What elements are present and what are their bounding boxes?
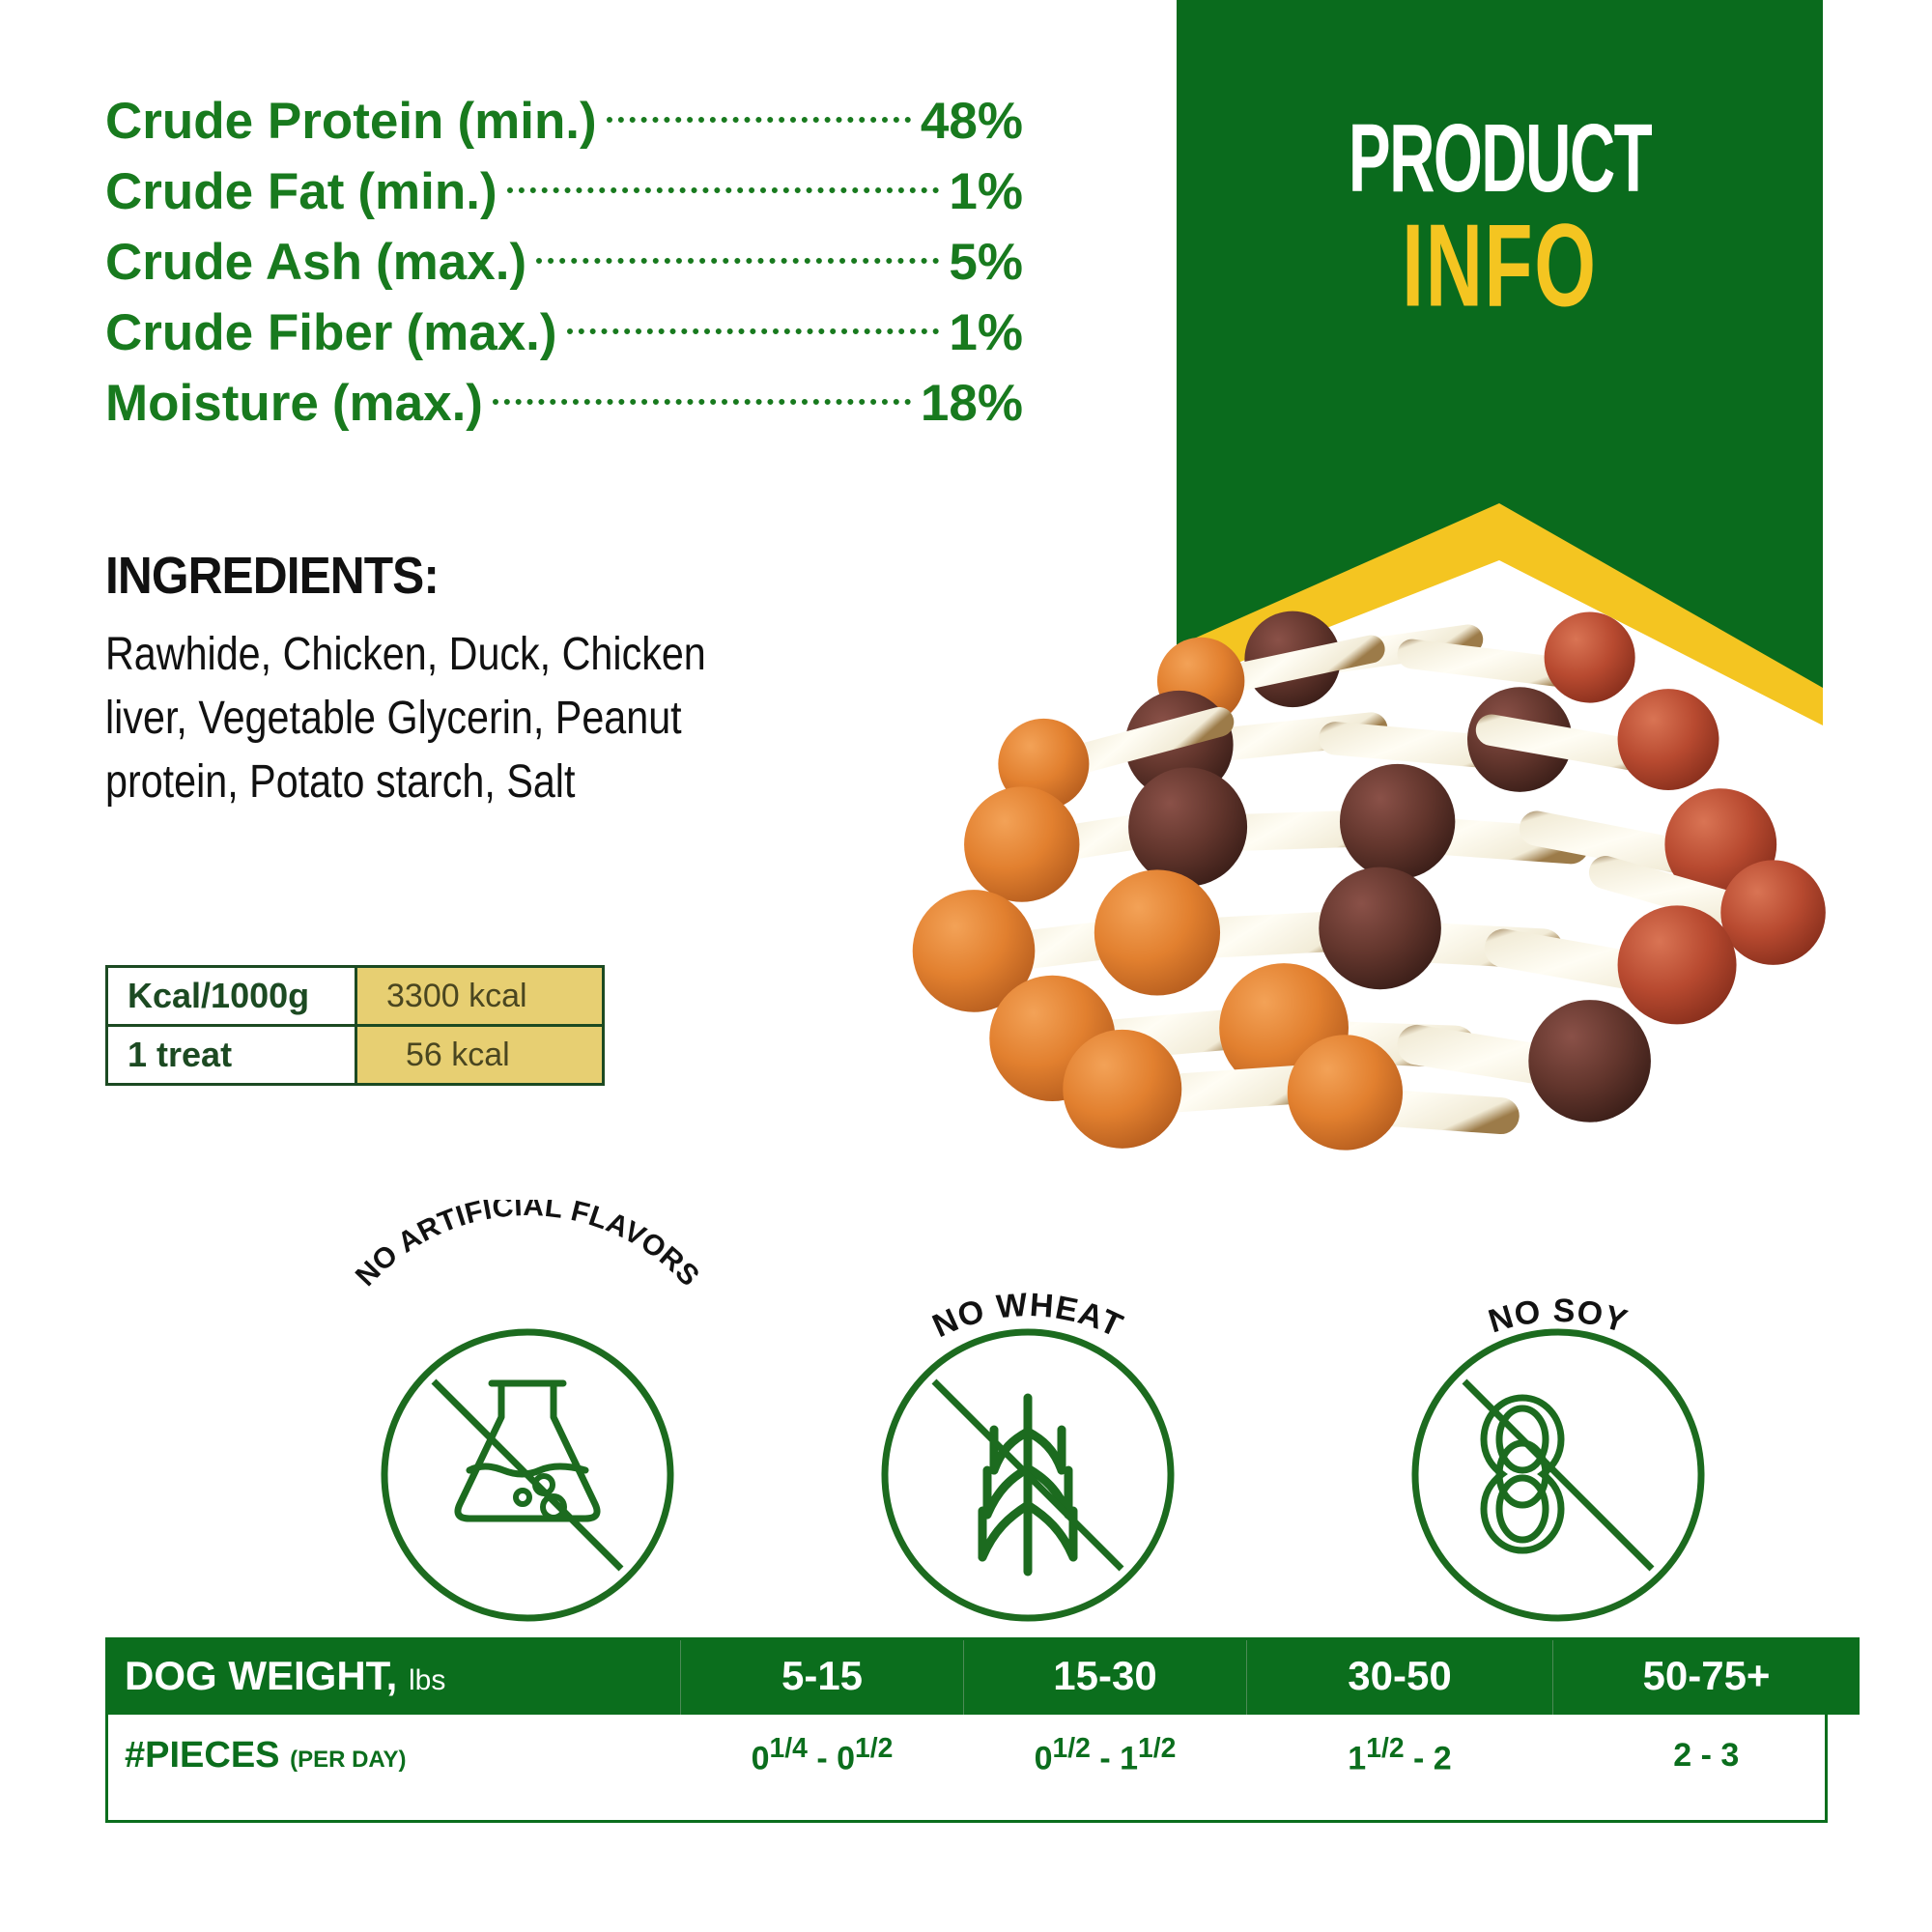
- svg-text:NO ARTIFICIAL FLAVORS: NO ARTIFICIAL FLAVORS: [350, 1200, 705, 1293]
- svg-text:NO WHEAT: NO WHEAT: [927, 1287, 1128, 1345]
